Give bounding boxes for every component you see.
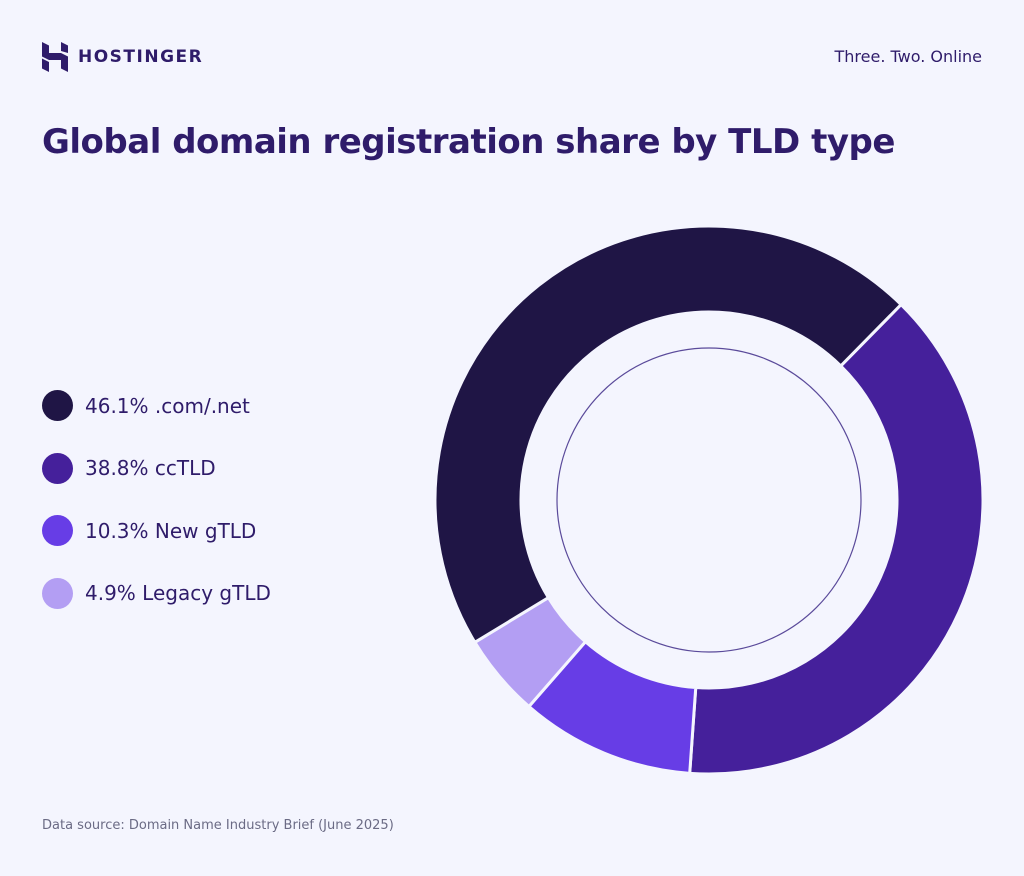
brand-name: HOSTINGER [78,47,204,67]
legend-label: 4.9% Legacy gTLD [85,581,271,605]
hostinger-logo-icon [42,42,68,72]
tagline: Three. Two. Online [834,47,983,66]
data-source: Data source: Domain Name Industry Brief … [42,818,394,833]
chart-title: Global domain registration share by TLD … [42,122,895,162]
legend-swatch [42,390,73,421]
legend-swatch [42,577,73,609]
legend-item: 46.1% .com/.net [42,390,271,421]
legend-item: 4.9% Legacy gTLD [42,577,271,609]
legend-label: 46.1% .com/.net [85,393,250,418]
legend-swatch [42,452,73,484]
brand-logo: HOSTINGER [42,42,203,72]
legend-swatch [42,515,73,546]
legend-item: 38.8% ccTLD [42,452,271,484]
legend-label: 38.8% ccTLD [85,456,216,480]
donut-slice-cctld [688,302,985,776]
legend: 46.1% .com/.net 38.8% ccTLD 10.3% New gT… [42,390,271,640]
legend-item: 10.3% New gTLD [42,515,271,546]
donut-slice-com-net [433,224,904,645]
legend-label: 10.3% New gTLD [85,518,257,543]
inner-ring [556,347,862,653]
